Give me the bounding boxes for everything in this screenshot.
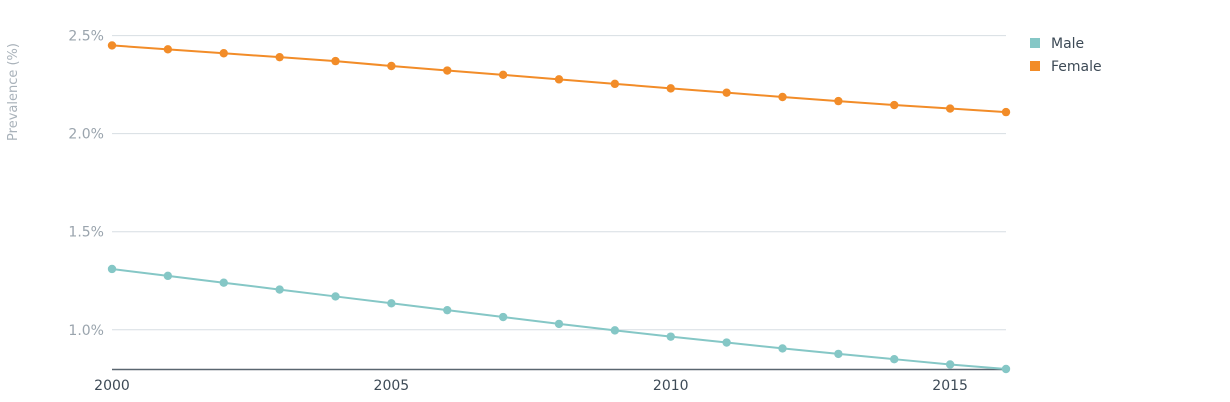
data-point-male[interactable] (890, 354, 899, 364)
data-point-male[interactable] (331, 292, 340, 301)
data-point-female[interactable] (666, 84, 675, 93)
data-point-male[interactable] (443, 305, 452, 315)
x-tick-label: 2000 (94, 378, 130, 394)
series-line-male (111, 267, 1007, 370)
data-point-male[interactable] (387, 299, 396, 308)
y-axis-ticks: 1.0% 1.5% 2.0% 2.5% (68, 29, 104, 339)
data-point-female[interactable] (443, 66, 452, 75)
data-point-female[interactable] (1001, 107, 1011, 117)
data-point-female[interactable] (498, 70, 508, 80)
data-point-male[interactable] (163, 271, 173, 281)
legend-item-male[interactable]: Male (1030, 36, 1084, 52)
legend-item-female[interactable]: Female (1030, 59, 1102, 75)
data-point-male[interactable] (610, 326, 620, 335)
data-point-female[interactable] (610, 79, 620, 89)
legend-label-female: Female (1051, 59, 1102, 75)
data-point-female[interactable] (107, 41, 117, 50)
data-point-female[interactable] (722, 88, 731, 97)
data-point-male[interactable] (219, 278, 228, 287)
series-female (107, 41, 1011, 117)
data-point-female[interactable] (554, 75, 564, 84)
data-point-female[interactable] (163, 45, 173, 54)
legend-label-male: Male (1051, 36, 1084, 52)
legend: Male Female (1030, 36, 1102, 75)
data-point-female[interactable] (890, 100, 899, 110)
x-tick-label: 2010 (653, 378, 689, 394)
gridlines (112, 35, 1006, 331)
x-tick-label: 2015 (932, 378, 968, 394)
data-point-male[interactable] (778, 344, 787, 353)
data-point-male[interactable] (945, 360, 955, 369)
series-group (107, 41, 1011, 374)
series-male (107, 264, 1011, 374)
data-point-male[interactable] (275, 285, 284, 294)
data-point-female[interactable] (834, 96, 843, 106)
y-tick-label: 1.5% (68, 225, 104, 241)
data-point-female[interactable] (387, 61, 396, 71)
data-point-female[interactable] (778, 92, 787, 102)
data-point-female[interactable] (945, 104, 955, 113)
data-point-male[interactable] (722, 338, 731, 347)
y-tick-label: 1.0% (68, 323, 104, 339)
data-point-female[interactable] (275, 52, 284, 62)
data-point-male[interactable] (107, 264, 117, 274)
data-point-male[interactable] (1001, 364, 1011, 374)
data-point-female[interactable] (331, 56, 340, 66)
x-axis-ticks: 2000 2005 2010 2015 (94, 378, 968, 394)
y-axis-label: Prevalence (%) (6, 43, 21, 141)
x-tick-label: 2005 (374, 378, 410, 394)
data-point-male[interactable] (834, 349, 843, 359)
data-point-male[interactable] (554, 319, 564, 329)
data-point-female[interactable] (219, 49, 228, 58)
y-tick-label: 2.5% (68, 29, 104, 45)
y-tick-label: 2.0% (68, 127, 104, 143)
data-point-male[interactable] (498, 312, 508, 322)
legend-swatch-female (1030, 61, 1040, 71)
legend-swatch-male (1030, 38, 1040, 48)
data-point-male[interactable] (666, 332, 675, 341)
